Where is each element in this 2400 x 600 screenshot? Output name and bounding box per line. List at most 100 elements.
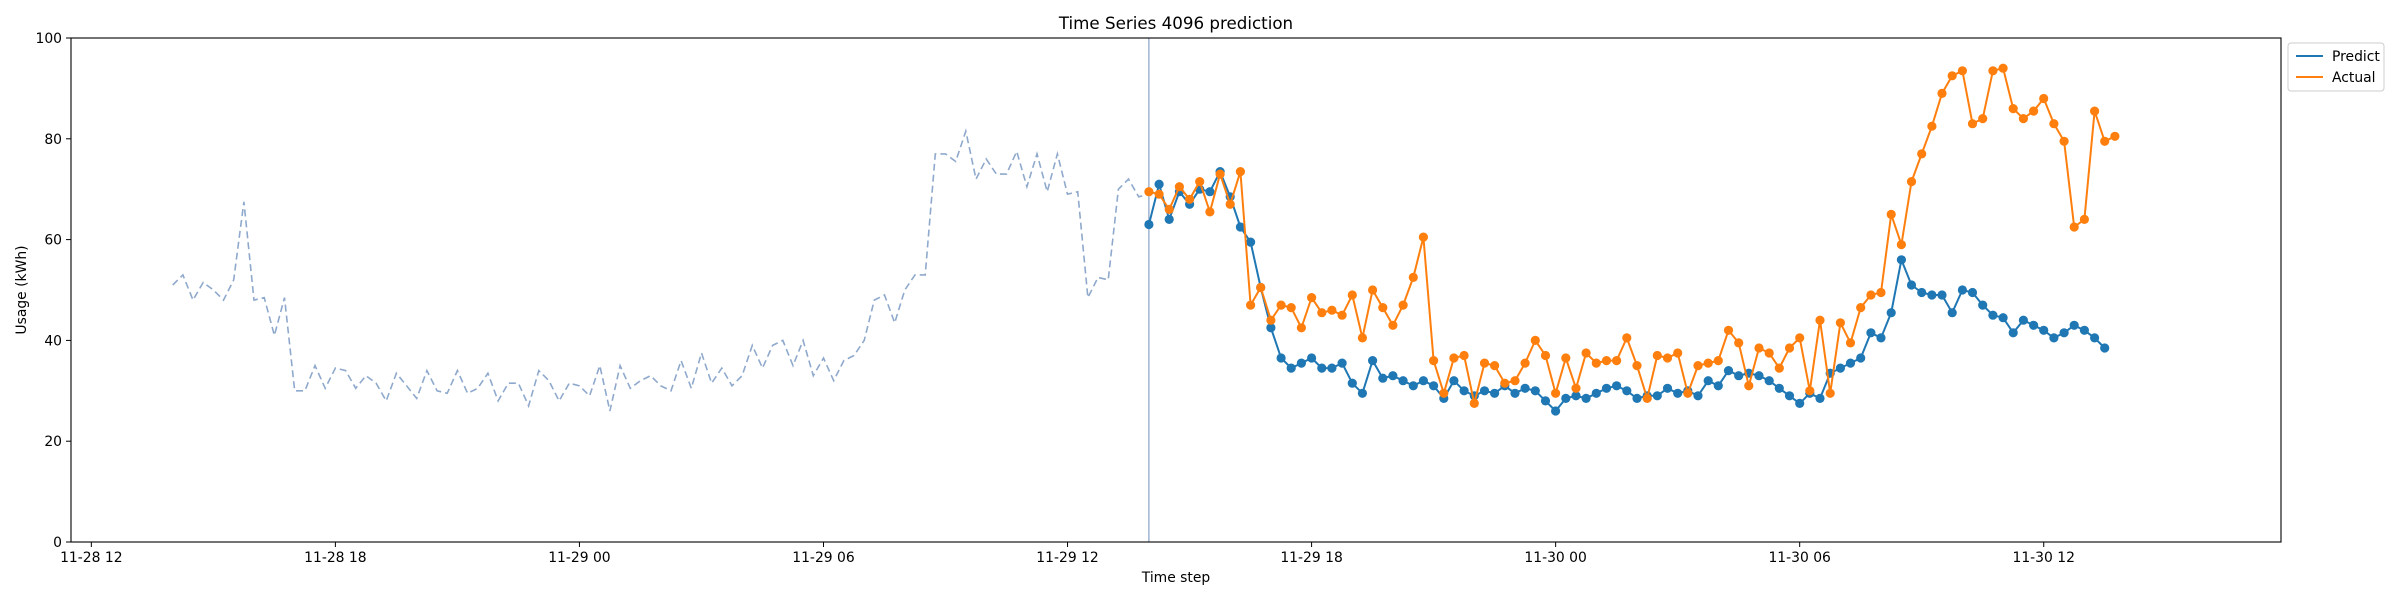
- data-point-actual: [1642, 393, 1652, 403]
- data-point-predict: [1835, 363, 1845, 373]
- data-point-actual: [1856, 303, 1866, 313]
- data-point-predict: [1662, 383, 1673, 393]
- data-point-actual: [1601, 356, 1612, 366]
- data-point-predict: [1296, 358, 1306, 368]
- x-tick-label: 11-29 18: [1280, 550, 1342, 566]
- data-point-actual: [1246, 300, 1256, 310]
- series-actual: [1144, 63, 2120, 408]
- data-point-predict: [1652, 391, 1662, 401]
- data-point-predict: [1581, 393, 1591, 403]
- data-point-actual: [1784, 343, 1795, 353]
- data-point-actual: [2110, 131, 2120, 141]
- data-point-predict: [1327, 363, 1337, 373]
- data-point-predict: [1276, 353, 1286, 363]
- data-point-actual: [1866, 290, 1876, 300]
- data-point-actual: [1978, 114, 1988, 124]
- data-point-actual: [1774, 363, 1784, 373]
- data-point-actual: [1256, 282, 1266, 293]
- data-point-predict: [1378, 373, 1388, 383]
- data-point-predict: [1774, 383, 1784, 393]
- x-axis-title: Time step: [1141, 570, 1211, 586]
- data-point-actual: [1266, 315, 1276, 325]
- data-point-predict: [1418, 376, 1428, 386]
- data-point-actual: [1825, 388, 1835, 398]
- data-point-actual: [2008, 104, 2018, 114]
- data-point-predict: [1347, 378, 1357, 388]
- data-point-actual: [1896, 240, 1906, 250]
- data-point-actual: [1469, 398, 1479, 408]
- data-point-actual: [1764, 348, 1774, 358]
- data-point-actual: [1805, 386, 1815, 396]
- data-point-predict: [1815, 393, 1825, 403]
- data-point-actual: [1439, 388, 1449, 398]
- data-point-predict: [1246, 237, 1256, 247]
- data-point-predict: [1906, 280, 1917, 290]
- data-point-actual: [1703, 358, 1713, 368]
- data-point-actual: [1571, 383, 1581, 393]
- data-point-predict: [1540, 396, 1551, 406]
- x-tick-label: 11-30 12: [2012, 550, 2074, 566]
- data-point-actual: [1947, 71, 1957, 81]
- data-point-actual: [1530, 335, 1540, 345]
- data-point-predict: [1561, 393, 1571, 403]
- data-point-actual: [1144, 187, 1154, 197]
- data-point-actual: [1357, 333, 1367, 343]
- data-point-actual: [1591, 358, 1601, 368]
- data-point-predict: [1307, 353, 1317, 363]
- data-point-actual: [1713, 356, 1723, 366]
- data-point-predict: [1317, 363, 1327, 373]
- data-point-predict: [2029, 320, 2039, 330]
- data-point-actual: [1449, 353, 1459, 363]
- data-point-actual: [1744, 381, 1754, 391]
- data-point-actual: [1561, 353, 1571, 363]
- data-point-predict: [1622, 386, 1632, 396]
- data-point-predict: [1703, 376, 1713, 386]
- data-point-predict: [1673, 388, 1683, 398]
- data-point-predict: [1510, 388, 1520, 398]
- data-point-actual: [1164, 204, 1174, 214]
- history-line: [172, 128, 1150, 412]
- data-point-predict: [1947, 308, 1957, 318]
- data-point-predict: [1612, 381, 1622, 391]
- data-point-predict: [1784, 391, 1795, 401]
- data-point-predict: [1896, 255, 1906, 265]
- data-point-predict: [1998, 313, 2008, 323]
- data-point-predict: [1988, 310, 1998, 320]
- data-point-actual: [1673, 348, 1683, 358]
- data-point-actual: [1967, 119, 1978, 129]
- data-point-actual: [1622, 333, 1632, 343]
- data-point-predict: [1520, 383, 1530, 393]
- data-point-predict: [2018, 315, 2028, 325]
- data-point-actual: [1937, 88, 1947, 98]
- data-point-actual: [1845, 338, 1856, 348]
- data-point-predict: [1398, 376, 1408, 386]
- data-point-predict: [1967, 287, 1978, 298]
- data-point-actual: [1754, 343, 1764, 353]
- data-point-predict: [1429, 381, 1439, 391]
- data-point-actual: [1510, 376, 1520, 386]
- data-point-predict: [1795, 398, 1805, 408]
- data-point-predict: [1632, 393, 1642, 403]
- data-point-actual: [1235, 167, 1245, 177]
- data-point-actual: [1296, 323, 1306, 333]
- data-point-actual: [1795, 333, 1805, 343]
- data-point-actual: [1540, 350, 1551, 361]
- data-point-actual: [2100, 136, 2110, 146]
- data-point-actual: [1835, 318, 1845, 328]
- data-point-actual: [1215, 169, 1225, 179]
- x-axis: 11-28 12 11-28 18 11-29 00 11-29 06 11-29 12…: [60, 542, 2075, 566]
- data-point-predict: [1266, 323, 1276, 333]
- chart-title: Time Series 4096 prediction: [1058, 13, 1293, 33]
- data-point-actual: [1317, 308, 1327, 318]
- y-tick-label: 0: [53, 535, 62, 551]
- data-point-predict: [1754, 371, 1764, 381]
- data-point-predict: [1337, 358, 1347, 368]
- data-point-predict: [1713, 381, 1723, 391]
- data-point-actual: [1286, 303, 1296, 313]
- y-tick-label: 80: [44, 132, 62, 148]
- data-point-predict: [1856, 353, 1866, 363]
- data-point-actual: [1734, 338, 1744, 348]
- data-point-actual: [1652, 350, 1662, 361]
